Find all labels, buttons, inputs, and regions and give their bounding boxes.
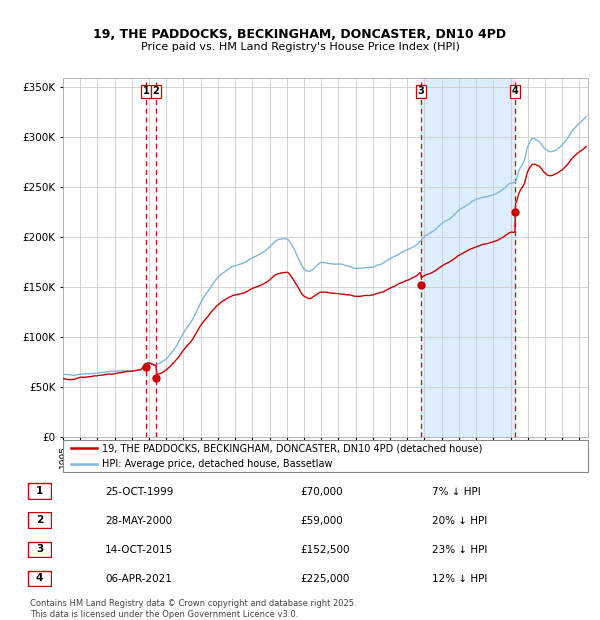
FancyBboxPatch shape [63, 440, 588, 472]
Text: 23% ↓ HPI: 23% ↓ HPI [432, 545, 487, 555]
Text: 20% ↓ HPI: 20% ↓ HPI [432, 516, 487, 526]
Text: 4: 4 [36, 574, 43, 583]
Text: £59,000: £59,000 [300, 516, 343, 526]
Text: £152,500: £152,500 [300, 545, 349, 555]
Text: 3: 3 [36, 544, 43, 554]
Text: Price paid vs. HM Land Registry's House Price Index (HPI): Price paid vs. HM Land Registry's House … [140, 42, 460, 51]
Text: 1: 1 [36, 486, 43, 496]
Text: 06-APR-2021: 06-APR-2021 [105, 574, 172, 584]
Text: HPI: Average price, detached house, Bassetlaw: HPI: Average price, detached house, Bass… [103, 459, 333, 469]
Text: 12% ↓ HPI: 12% ↓ HPI [432, 574, 487, 584]
FancyBboxPatch shape [28, 512, 51, 528]
Text: 7% ↓ HPI: 7% ↓ HPI [432, 487, 481, 497]
Text: £70,000: £70,000 [300, 487, 343, 497]
FancyBboxPatch shape [28, 570, 51, 587]
Text: 14-OCT-2015: 14-OCT-2015 [105, 545, 173, 555]
Text: £225,000: £225,000 [300, 574, 349, 584]
Text: 1: 1 [143, 87, 149, 97]
Bar [421, 78, 515, 437]
Text: Contains HM Land Registry data © Crown copyright and database right 2025.
This d: Contains HM Land Registry data © Crown c… [30, 600, 356, 619]
Text: 25-OCT-1999: 25-OCT-1999 [105, 487, 173, 497]
Text: 2: 2 [36, 515, 43, 525]
FancyBboxPatch shape [28, 541, 51, 557]
Text: 2: 2 [153, 87, 160, 97]
FancyBboxPatch shape [28, 483, 51, 499]
Text: 4: 4 [512, 87, 518, 97]
Text: 3: 3 [418, 87, 424, 97]
Text: 19, THE PADDOCKS, BECKINGHAM, DONCASTER, DN10 4PD (detached house): 19, THE PADDOCKS, BECKINGHAM, DONCASTER,… [103, 443, 483, 453]
Text: 28-MAY-2000: 28-MAY-2000 [105, 516, 172, 526]
Text: 19, THE PADDOCKS, BECKINGHAM, DONCASTER, DN10 4PD: 19, THE PADDOCKS, BECKINGHAM, DONCASTER,… [94, 28, 506, 41]
